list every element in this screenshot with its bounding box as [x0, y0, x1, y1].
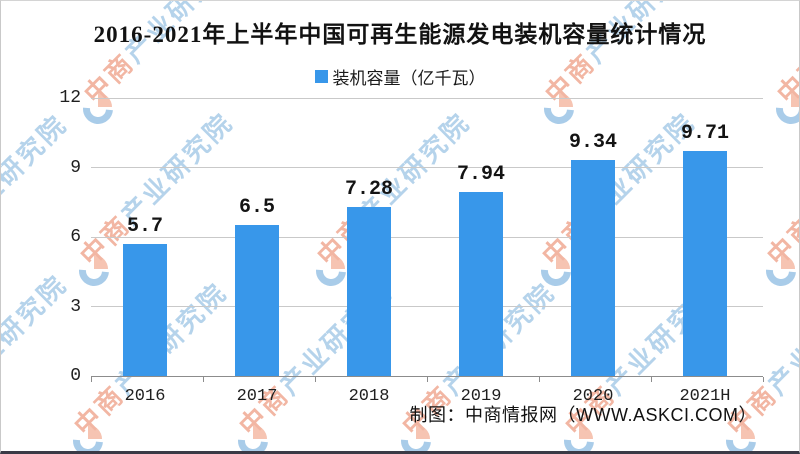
legend-label: 装机容量（亿千瓦） — [332, 69, 486, 88]
askci-logo-icon — [394, 419, 438, 451]
value-label-2017: 6.5 — [238, 196, 275, 220]
watermark: 中商产业研究院 — [72, 107, 239, 293]
x-axis-label-2021H: 2021H — [679, 387, 731, 406]
legend: 装机容量（亿千瓦） — [1, 64, 799, 89]
gridline-y12 — [91, 97, 763, 99]
x-axis-label-2016: 2016 — [124, 387, 166, 406]
x-axis-line — [91, 376, 763, 377]
bar-2018 — [347, 207, 391, 376]
x-axis-tick — [91, 377, 92, 382]
x-axis-tick — [763, 377, 764, 382]
y-axis-tick-label: 12 — [59, 88, 81, 108]
gridline-y9 — [91, 167, 763, 168]
bar-2019 — [459, 192, 503, 376]
y-axis-tick-label: 3 — [70, 296, 81, 317]
askci-logo-icon — [537, 87, 581, 131]
x-axis-tick — [427, 377, 428, 382]
askci-logo-icon — [231, 419, 275, 451]
x-axis-tick — [203, 377, 204, 382]
gridline-y6 — [91, 236, 763, 238]
x-axis-label-2017: 2017 — [236, 387, 278, 406]
watermark: 中商产业研究院 — [534, 107, 701, 293]
askci-logo-icon — [309, 249, 353, 293]
x-axis-label-2018: 2018 — [348, 387, 390, 406]
value-label-2019: 7.94 — [456, 163, 505, 187]
chart-title: 2016-2021年上半年中国可再生能源发电装机容量统计情况 — [93, 22, 707, 47]
askci-logo-icon — [769, 87, 799, 131]
y-axis-tick-label: 6 — [70, 227, 81, 247]
askci-logo-icon — [719, 419, 763, 451]
askci-logo-icon — [759, 249, 799, 293]
y-axis-tick-label: 9 — [70, 157, 81, 178]
askci-logo-icon — [76, 87, 120, 131]
watermark: 中商产业研究院 — [76, 1, 243, 131]
x-axis-tick — [315, 377, 316, 382]
gridline-y3 — [91, 306, 763, 307]
watermark: 中商产业研究院 — [66, 277, 233, 451]
value-label-2016: 5.7 — [126, 214, 163, 238]
askci-logo-icon — [557, 419, 601, 451]
x-axis-tick — [651, 377, 652, 382]
value-label-2018: 7.28 — [344, 178, 393, 202]
watermark: 中商产业研究院 — [537, 1, 704, 131]
x-axis-tick — [539, 377, 540, 382]
bar-2020 — [571, 159, 615, 376]
watermark: 中商产业研究院 — [769, 47, 799, 131]
x-axis-label-2020: 2020 — [572, 387, 614, 406]
legend-swatch-icon — [314, 70, 328, 83]
bar-2017 — [235, 225, 279, 376]
bar-2021H — [683, 151, 727, 376]
value-label-2021H: 9.71 — [680, 122, 729, 146]
askci-logo-icon — [72, 249, 116, 293]
askci-logo-icon — [66, 419, 110, 451]
watermark: 中商产业研究院 — [309, 107, 476, 293]
bar-2016 — [123, 243, 167, 376]
watermark: 中商产业研究院 — [231, 277, 398, 451]
y-axis-tick-label: 0 — [70, 366, 81, 386]
x-axis-label-2019: 2019 — [460, 387, 502, 406]
watermark: 中商产业研究院 — [719, 277, 799, 451]
askci-logo-icon — [534, 249, 578, 293]
footer-credit: 制图：中商情报网（WWW.ASKCI.COM） — [409, 405, 757, 425]
value-label-2020: 9.34 — [568, 130, 617, 154]
watermark: 中商产业研究院 — [759, 209, 799, 293]
watermark: 中商产业研究院 — [557, 277, 724, 451]
watermark: 中商产业研究院 — [394, 277, 561, 451]
